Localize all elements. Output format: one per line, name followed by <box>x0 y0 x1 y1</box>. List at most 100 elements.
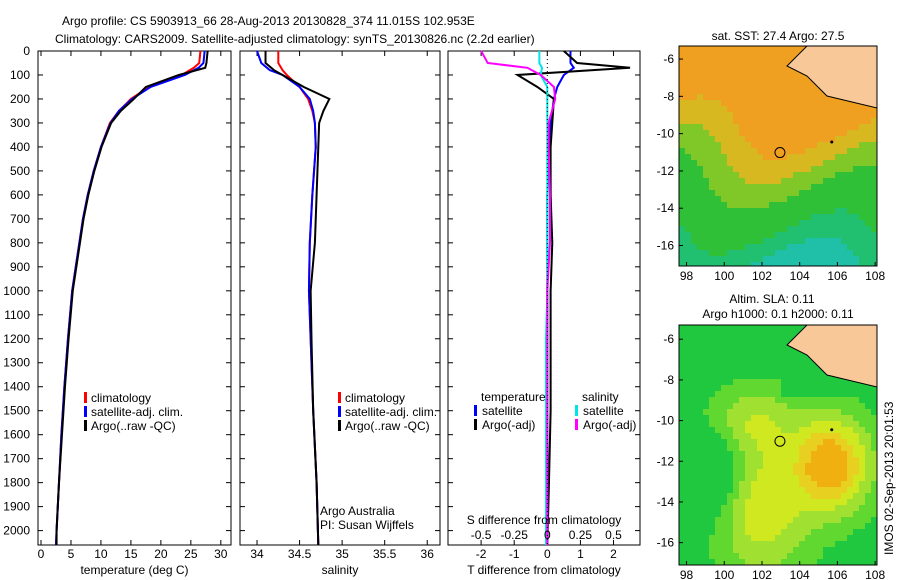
map-cell <box>721 160 727 166</box>
map-cell <box>859 214 865 220</box>
map-cell <box>805 499 811 505</box>
map-cell <box>847 523 853 529</box>
map-cell <box>763 487 769 493</box>
map-cell <box>799 385 805 391</box>
map-cell <box>709 88 715 94</box>
map-cell <box>697 178 703 184</box>
map-cell <box>715 136 721 142</box>
map-cell <box>805 541 811 547</box>
map-cell <box>787 184 793 190</box>
map-cell <box>763 52 769 58</box>
map-cell <box>817 427 823 433</box>
plot-frame <box>37 50 232 546</box>
map-cell <box>769 76 775 82</box>
map-cell <box>811 142 817 148</box>
map-cell <box>805 136 811 142</box>
map-cell <box>853 208 859 214</box>
map-cell <box>853 220 859 226</box>
map-cell <box>733 160 739 166</box>
map-cell <box>805 355 811 361</box>
map-cell <box>865 475 871 481</box>
map-cell <box>799 238 805 244</box>
map-cell <box>679 196 685 202</box>
map-cell <box>721 493 727 499</box>
map-cell <box>709 130 715 136</box>
map-cell <box>691 106 697 112</box>
map-x-tick-label: 106 <box>827 568 847 580</box>
map-cell <box>757 463 763 469</box>
map-cell <box>739 184 745 190</box>
map-cell <box>703 535 709 541</box>
map-cell <box>697 403 703 409</box>
map-cell <box>763 250 769 256</box>
map-cell <box>733 112 739 118</box>
map-cell <box>817 541 823 547</box>
map-cell <box>715 409 721 415</box>
map-cell <box>721 475 727 481</box>
map-cell <box>757 190 763 196</box>
map-cell <box>775 523 781 529</box>
map-cell <box>817 190 823 196</box>
map-cell <box>853 511 859 517</box>
map-cell <box>727 511 733 517</box>
map-cell <box>763 505 769 511</box>
map-cell <box>871 244 877 250</box>
map-cell <box>817 373 823 379</box>
plot-frame <box>447 50 641 546</box>
map-cell <box>847 463 853 469</box>
map-cell <box>751 106 757 112</box>
map-cell <box>685 148 691 154</box>
map-cell <box>787 397 793 403</box>
map-cell <box>739 349 745 355</box>
map-cell <box>709 178 715 184</box>
map-cell <box>805 433 811 439</box>
map-cell <box>787 82 793 88</box>
map-cell <box>709 160 715 166</box>
map-cell <box>817 481 823 487</box>
map-cell <box>793 481 799 487</box>
map-cell <box>745 208 751 214</box>
map-cell <box>763 136 769 142</box>
map-cell <box>691 202 697 208</box>
map-frame <box>678 45 878 267</box>
map-cell <box>727 124 733 130</box>
map-cell <box>799 487 805 493</box>
map-cell <box>859 475 865 481</box>
map-cell <box>799 136 805 142</box>
map-cell <box>685 415 691 421</box>
map-cell <box>817 415 823 421</box>
map-cell <box>871 232 877 238</box>
map-cell <box>703 391 709 397</box>
map-cell <box>787 529 793 535</box>
map-cell <box>715 64 721 70</box>
map-cell <box>793 238 799 244</box>
map-cell <box>715 541 721 547</box>
map-cell <box>751 58 757 64</box>
map-cell <box>715 547 721 553</box>
map-cell <box>823 118 829 124</box>
map-cell <box>793 214 799 220</box>
map-cell <box>847 499 853 505</box>
map-cell <box>799 499 805 505</box>
map-cell <box>715 232 721 238</box>
map-cell <box>715 331 721 337</box>
map-cell <box>823 148 829 154</box>
map-cell <box>787 106 793 112</box>
map-cell <box>757 487 763 493</box>
map-cell <box>739 529 745 535</box>
y-tick-label: 1500 <box>3 404 30 418</box>
map-cell <box>835 499 841 505</box>
legend-swatch <box>474 419 477 430</box>
map-cell <box>793 415 799 421</box>
map-cell <box>799 130 805 136</box>
map-cell <box>823 421 829 427</box>
map-cell <box>709 64 715 70</box>
map-cell <box>817 94 823 100</box>
map-cell <box>709 112 715 118</box>
map-cell <box>739 475 745 481</box>
map-cell <box>865 499 871 505</box>
map-cell <box>745 325 751 331</box>
x2-tick-label: 0 <box>544 528 551 542</box>
map-cell <box>727 142 733 148</box>
